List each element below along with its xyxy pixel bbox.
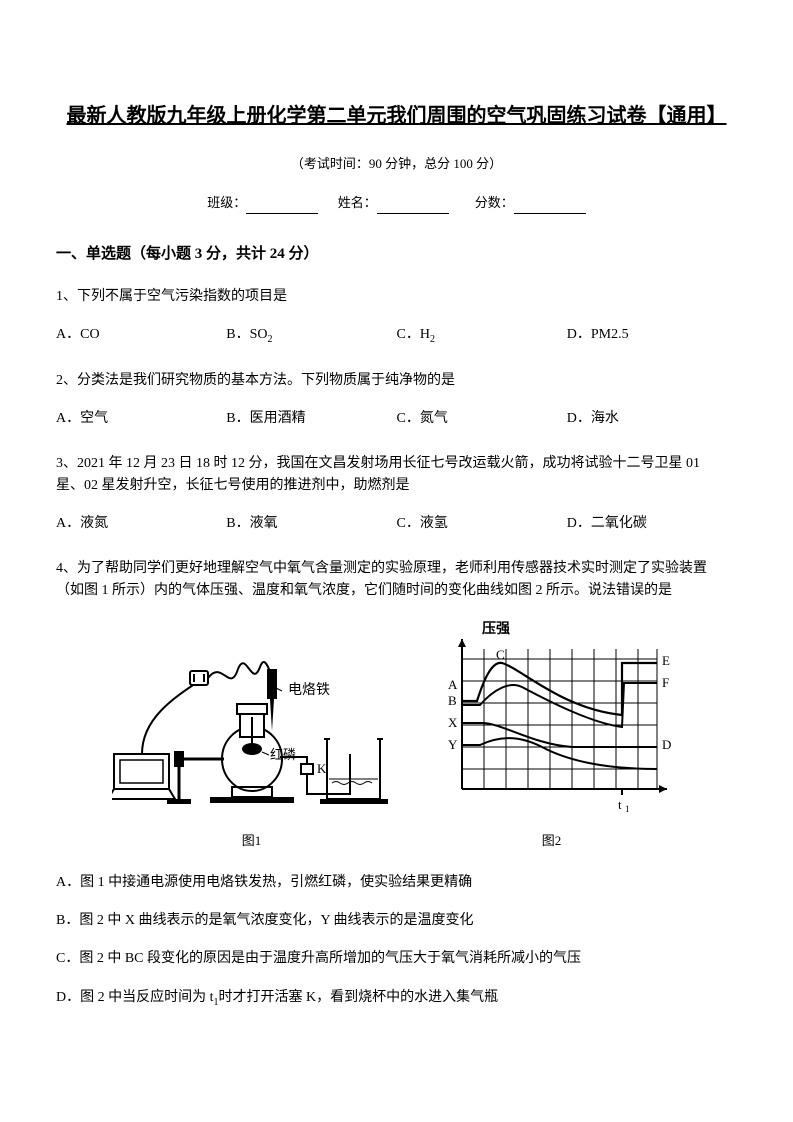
svg-text:B: B xyxy=(448,693,457,708)
name-label: 姓名： xyxy=(338,195,377,210)
question-2-stem: 2、分类法是我们研究物质的基本方法。下列物质属于纯净物的是 xyxy=(56,370,737,392)
svg-text:D: D xyxy=(662,737,671,752)
fig1-phos-label: 红磷 xyxy=(270,747,296,762)
class-blank[interactable] xyxy=(246,200,318,214)
svg-text:C: C xyxy=(496,647,505,662)
score-label: 分数： xyxy=(475,195,514,210)
q3-opt-a: A．液氮 xyxy=(56,513,226,535)
score-blank[interactable] xyxy=(514,200,586,214)
q1-opt-d: D．PM2.5 xyxy=(567,324,737,348)
q1-opt-b: B．SO2 xyxy=(226,324,396,348)
exam-info: （考试时间：90 分钟，总分 100 分） xyxy=(56,154,737,175)
q3-opt-c: C．液氢 xyxy=(397,513,567,535)
svg-text:Y: Y xyxy=(448,737,458,752)
question-1-stem: 1、下列不属于空气污染指数的项目是 xyxy=(56,286,737,308)
figure-2-block: 压强 xyxy=(422,619,682,852)
name-blank[interactable] xyxy=(377,200,449,214)
question-3-stem: 3、2021 年 12 月 23 日 18 时 12 分，我国在文昌发射场用长征… xyxy=(56,453,737,498)
figure-2-label: 图2 xyxy=(422,831,682,852)
question-4-stem: 4、为了帮助同学们更好地理解空气中氧气含量测定的实验原理，老师利用传感器技术实时… xyxy=(56,558,737,603)
fig2-title: 压强 xyxy=(482,621,510,637)
q4-opt-d: D．图 2 中当反应时间为 t1时才打开活塞 K，看到烧杯中的水进入集气瓶 xyxy=(56,987,737,1011)
fill-in-line: 班级： 姓名： 分数： xyxy=(56,193,737,214)
svg-text:t: t xyxy=(618,797,622,812)
q2-opt-c: C．氮气 xyxy=(397,408,567,430)
svg-text:X: X xyxy=(448,715,458,730)
q4-opt-a: A．图 1 中接通电源使用电烙铁发热，引燃红磷，使实验结果更精确 xyxy=(56,872,737,894)
q4-opt-b: B．图 2 中 X 曲线表示的是氧气浓度变化，Y 曲线表示的是温度变化 xyxy=(56,910,737,932)
section-1-heading: 一、单选题（每小题 3 分，共计 24 分） xyxy=(56,242,737,266)
question-1-options: A．CO B．SO2 C．H2 D．PM2.5 xyxy=(56,324,737,348)
figure-1-block: 电烙铁 红磷 K xyxy=(112,639,392,852)
q3-opt-d: D．二氧化碳 xyxy=(567,513,737,535)
svg-text:F: F xyxy=(662,675,669,690)
question-3-options: A．液氮 B．液氧 C．液氢 D．二氧化碳 xyxy=(56,513,737,535)
q2-opt-b: B．医用酒精 xyxy=(226,408,396,430)
doc-title: 最新人教版九年级上册化学第二单元我们周围的空气巩固练习试卷【通用】 xyxy=(56,100,737,132)
q1-opt-a: A．CO xyxy=(56,324,226,348)
fig1-k-label: K xyxy=(317,761,327,776)
figure-1-svg: 电烙铁 红磷 K xyxy=(112,639,392,819)
svg-text:E: E xyxy=(662,653,670,668)
fig1-iron-label: 电烙铁 xyxy=(288,682,330,698)
svg-text:1: 1 xyxy=(625,804,630,814)
q4-opt-c: C．图 2 中 BC 段变化的原因是由于温度升高所增加的气压大于氧气消耗所减小的… xyxy=(56,948,737,970)
svg-text:A: A xyxy=(448,677,458,692)
q1-opt-c: C．H2 xyxy=(397,324,567,348)
figure-2-svg: 压强 xyxy=(422,619,682,819)
figure-1-label: 图1 xyxy=(112,831,392,852)
q3-opt-b: B．液氧 xyxy=(226,513,396,535)
question-2-options: A．空气 B．医用酒精 C．氮气 D．海水 xyxy=(56,408,737,430)
q2-opt-d: D．海水 xyxy=(567,408,737,430)
class-label: 班级： xyxy=(207,195,246,210)
figures-row: 电烙铁 红磷 K xyxy=(56,619,737,852)
q2-opt-a: A．空气 xyxy=(56,408,226,430)
